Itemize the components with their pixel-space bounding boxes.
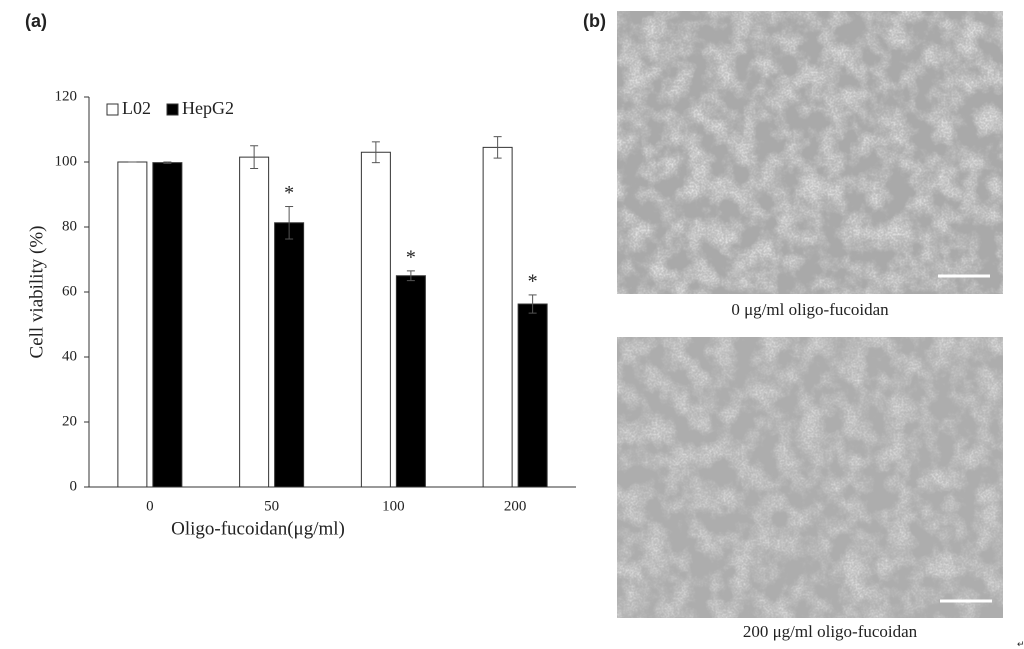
- y-tick-label: 120: [55, 88, 78, 104]
- error-bar: [371, 141, 380, 164]
- micrograph: [617, 337, 1003, 618]
- error-bar: [528, 294, 537, 314]
- bar: [117, 161, 148, 488]
- end-mark: ↵: [1017, 639, 1024, 649]
- y-tick-label: 60: [62, 283, 77, 299]
- error-bar: [285, 206, 294, 240]
- error-bar: [493, 136, 502, 159]
- legend-label: L02: [122, 98, 151, 118]
- micrograph: [617, 11, 1003, 294]
- bar: [152, 162, 183, 488]
- cell-texture: [617, 337, 1003, 618]
- error-bar: [406, 270, 415, 282]
- legend-swatch: [106, 103, 119, 116]
- y-tick-label: 40: [62, 348, 77, 364]
- bar: [517, 303, 548, 488]
- bar: [482, 146, 513, 488]
- image-caption: 200 μg/ml oligo-fucoidan: [743, 622, 918, 641]
- y-tick-label: 0: [70, 478, 78, 494]
- bar: [395, 275, 426, 488]
- image-caption: 0 μg/ml oligo-fucoidan: [731, 300, 889, 319]
- y-tick-label: 20: [62, 413, 77, 429]
- x-tick-label: 200: [504, 498, 527, 514]
- x-tick-label: 50: [264, 498, 279, 514]
- bar: [239, 156, 270, 488]
- significance-mark: *: [528, 271, 538, 293]
- error-bar: [163, 161, 172, 164]
- legend-label: HepG2: [182, 98, 234, 118]
- bar: [274, 222, 305, 488]
- x-tick-label: 100: [382, 498, 405, 514]
- x-tick-label: 0: [146, 498, 154, 514]
- significance-mark: *: [284, 182, 294, 204]
- y-tick-label: 100: [55, 153, 78, 169]
- legend-swatch: [166, 103, 179, 116]
- bar: [360, 151, 391, 488]
- panel-label: (b): [583, 11, 606, 31]
- y-axis-title: Cell viability (%): [26, 226, 47, 359]
- y-tick-label: 80: [62, 218, 77, 234]
- significance-mark: *: [406, 246, 416, 268]
- error-bar: [250, 145, 259, 169]
- cell-texture: [617, 11, 1003, 294]
- panel-label: (a): [25, 11, 47, 31]
- x-axis-title: Oligo-fucoidan(μg/ml): [171, 518, 345, 539]
